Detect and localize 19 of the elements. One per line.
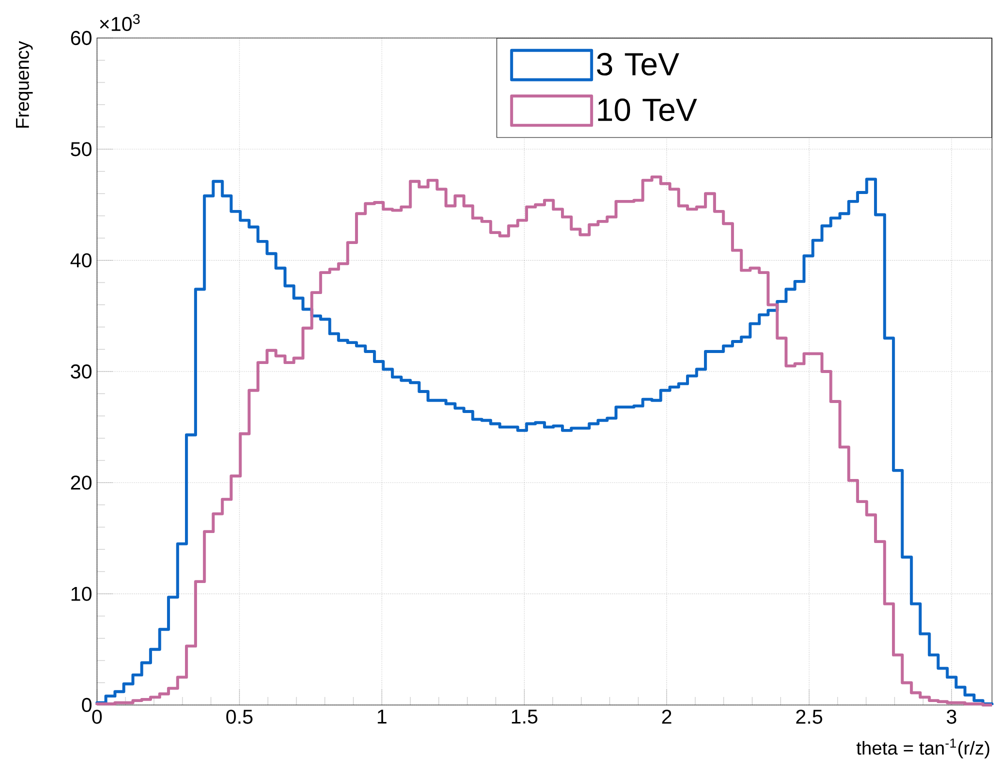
- text: ×10$^{3}$: [100, 14, 140, 32]
- x-tick-label: 1.5: [512, 710, 538, 724]
- y-tick-label: 60: [71, 30, 92, 46]
- x-axis-title: theta = tan$^{-1}$(r/z): [856, 738, 990, 758]
- x-tick-label: 0.5: [226, 710, 252, 724]
- legend-label: 3 TeV: [596, 52, 680, 76]
- y-tick-label: 10: [72, 586, 92, 601]
- y-tick-label: 40: [70, 253, 92, 268]
- y-tick-label: 0: [82, 698, 92, 712]
- y-axis-title: Frequency: [16, 40, 33, 128]
- y-tick-label: 30: [70, 364, 92, 379]
- x-tick-label: 2.5: [796, 710, 822, 724]
- y-tick-label: 50: [70, 142, 92, 156]
- x-tick-label: 2: [662, 710, 672, 724]
- y-tick-label: 20: [71, 476, 92, 490]
- legend-label: 10 TeV: [598, 98, 698, 122]
- x-tick-label: 1: [378, 710, 386, 724]
- x-tick-label: 0: [92, 710, 102, 724]
- x-tick-label: 3: [946, 710, 956, 724]
